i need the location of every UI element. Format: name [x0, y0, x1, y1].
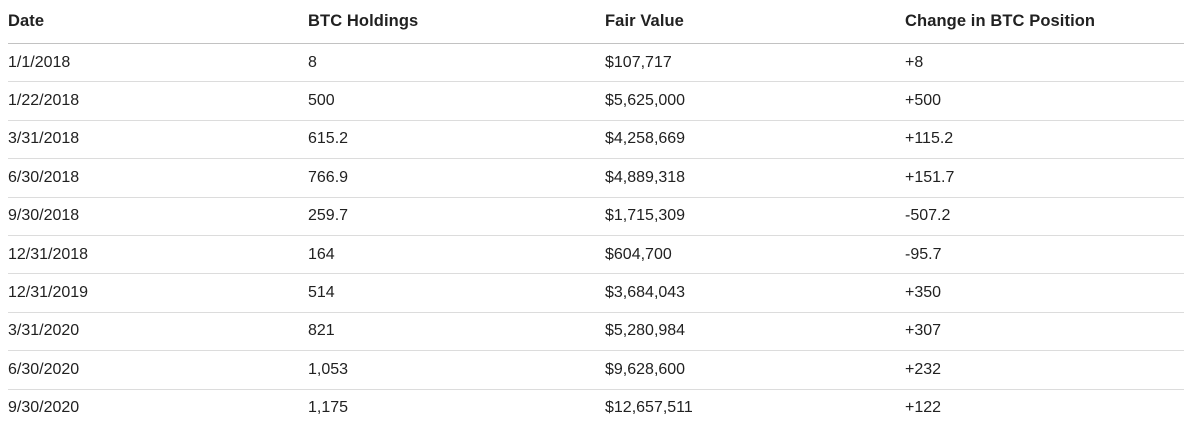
cell-btc-holdings: 821 — [308, 312, 605, 352]
cell-fair-value: $1,715,309 — [605, 197, 905, 236]
table-row: 12/31/2019 514 $3,684,043 +350 — [8, 273, 1184, 313]
cell-date: 12/31/2018 — [8, 235, 308, 275]
cell-change-in-btc-position: +350 — [905, 273, 1184, 313]
cell-change-in-btc-position: +232 — [905, 350, 1184, 390]
column-header-fair-value: Fair Value — [605, 0, 905, 44]
column-header-btc-holdings: BTC Holdings — [308, 0, 605, 44]
cell-date: 9/30/2020 — [8, 399, 80, 417]
cell-date: 3/31/2020 — [8, 312, 308, 352]
cell-date: 1/22/2018 — [8, 81, 308, 121]
cell-change-in-btc-position: -507.2 — [905, 197, 1184, 236]
cell-btc-holdings: 1,175 — [308, 399, 349, 417]
table-row: 9/30/2020 1,175 $12,657,511 +122 — [8, 389, 1184, 427]
cell-fair-value: $107,717 — [605, 43, 905, 83]
cell-btc-holdings: 8 — [308, 43, 605, 83]
cell-btc-holdings: 615.2 — [308, 120, 605, 160]
cell-date: 3/31/2018 — [8, 120, 308, 160]
table-row: 1/1/2018 8 $107,717 +8 — [8, 43, 1184, 83]
cell-change-in-btc-position: +307 — [905, 312, 1184, 352]
table-row: 3/31/2020 821 $5,280,984 +307 — [8, 312, 1184, 352]
table-header: Date BTC Holdings Fair Value Change in B… — [8, 0, 1184, 44]
cell-fair-value: $604,700 — [605, 235, 905, 275]
cell-change-in-btc-position: +151.7 — [905, 158, 1184, 198]
cell-date: 6/30/2020 — [8, 350, 308, 390]
table-row: 6/30/2020 1,053 $9,628,600 +232 — [8, 350, 1184, 390]
table-body: 1/1/2018 8 $107,717 +8 1/22/2018 500 $5,… — [8, 43, 1184, 427]
cell-fair-value: $12,657,511 — [605, 399, 693, 417]
table-row: 12/31/2018 164 $604,700 -95.7 — [8, 235, 1184, 275]
cell-fair-value: $4,889,318 — [605, 158, 905, 198]
btc-position-table-container: Date BTC Holdings Fair Value Change in B… — [8, 0, 1184, 427]
cell-change-in-btc-position: +500 — [905, 81, 1184, 121]
cell-change-in-btc-position: +115.2 — [905, 120, 1184, 160]
cell-change-in-btc-position: -95.7 — [905, 235, 1184, 275]
table-row: 1/22/2018 500 $5,625,000 +500 — [8, 81, 1184, 121]
column-header-change-in-btc-position: Change in BTC Position — [905, 0, 1184, 44]
cell-btc-holdings: 766.9 — [308, 158, 605, 198]
cell-btc-holdings: 164 — [308, 235, 605, 275]
cell-date: 12/31/2019 — [8, 273, 308, 313]
table-row: 6/30/2018 766.9 $4,889,318 +151.7 — [8, 158, 1184, 198]
table-row: 3/31/2018 615.2 $4,258,669 +115.2 — [8, 120, 1184, 160]
column-header-date: Date — [8, 0, 308, 44]
cell-btc-holdings: 500 — [308, 81, 605, 121]
cell-date: 1/1/2018 — [8, 43, 308, 83]
cell-change-in-btc-position: +8 — [905, 43, 1184, 83]
table-row: 9/30/2018 259.7 $1,715,309 -507.2 — [8, 197, 1184, 236]
cell-date: 6/30/2018 — [8, 158, 308, 198]
cell-date: 9/30/2018 — [8, 197, 308, 236]
cell-btc-holdings: 1,053 — [308, 350, 605, 390]
cell-change-in-btc-position: +122 — [905, 399, 942, 417]
cell-fair-value: $5,625,000 — [605, 81, 905, 121]
header-row: Date BTC Holdings Fair Value Change in B… — [8, 0, 1184, 44]
cell-btc-holdings: 259.7 — [308, 197, 605, 236]
cell-fair-value: $5,280,984 — [605, 312, 905, 352]
cell-fair-value: $9,628,600 — [605, 350, 905, 390]
cell-btc-holdings: 514 — [308, 273, 605, 313]
cell-fair-value: $4,258,669 — [605, 120, 905, 160]
btc-position-table: Date BTC Holdings Fair Value Change in B… — [8, 0, 1184, 427]
cell-fair-value: $3,684,043 — [605, 273, 905, 313]
